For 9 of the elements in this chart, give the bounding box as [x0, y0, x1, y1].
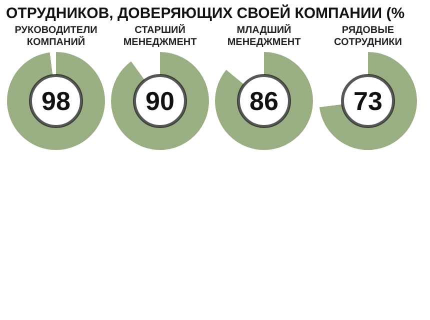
- chart-title: СТАРШИЙ МЕНЕДЖМЕНТ: [123, 23, 197, 48]
- data-label: 73: [354, 86, 382, 116]
- data-label: 86: [250, 86, 278, 116]
- chart-title: РЯДОВЫЕ СОТРУДНИКИ: [334, 25, 402, 48]
- chart-title: МЛАДШИЙ МЕНЕДЖМЕНТ: [227, 23, 301, 48]
- data-label: 90: [146, 86, 174, 116]
- chart-title: РУКОВОДИТЕЛИ КОМПАНИЙ: [14, 25, 98, 48]
- data-label: 98: [42, 86, 70, 116]
- text: ОТРУДНИКОВ, ДОВЕРЯЮЩИХ СВОЕЙ КОМПАНИИ (%: [6, 4, 405, 22]
